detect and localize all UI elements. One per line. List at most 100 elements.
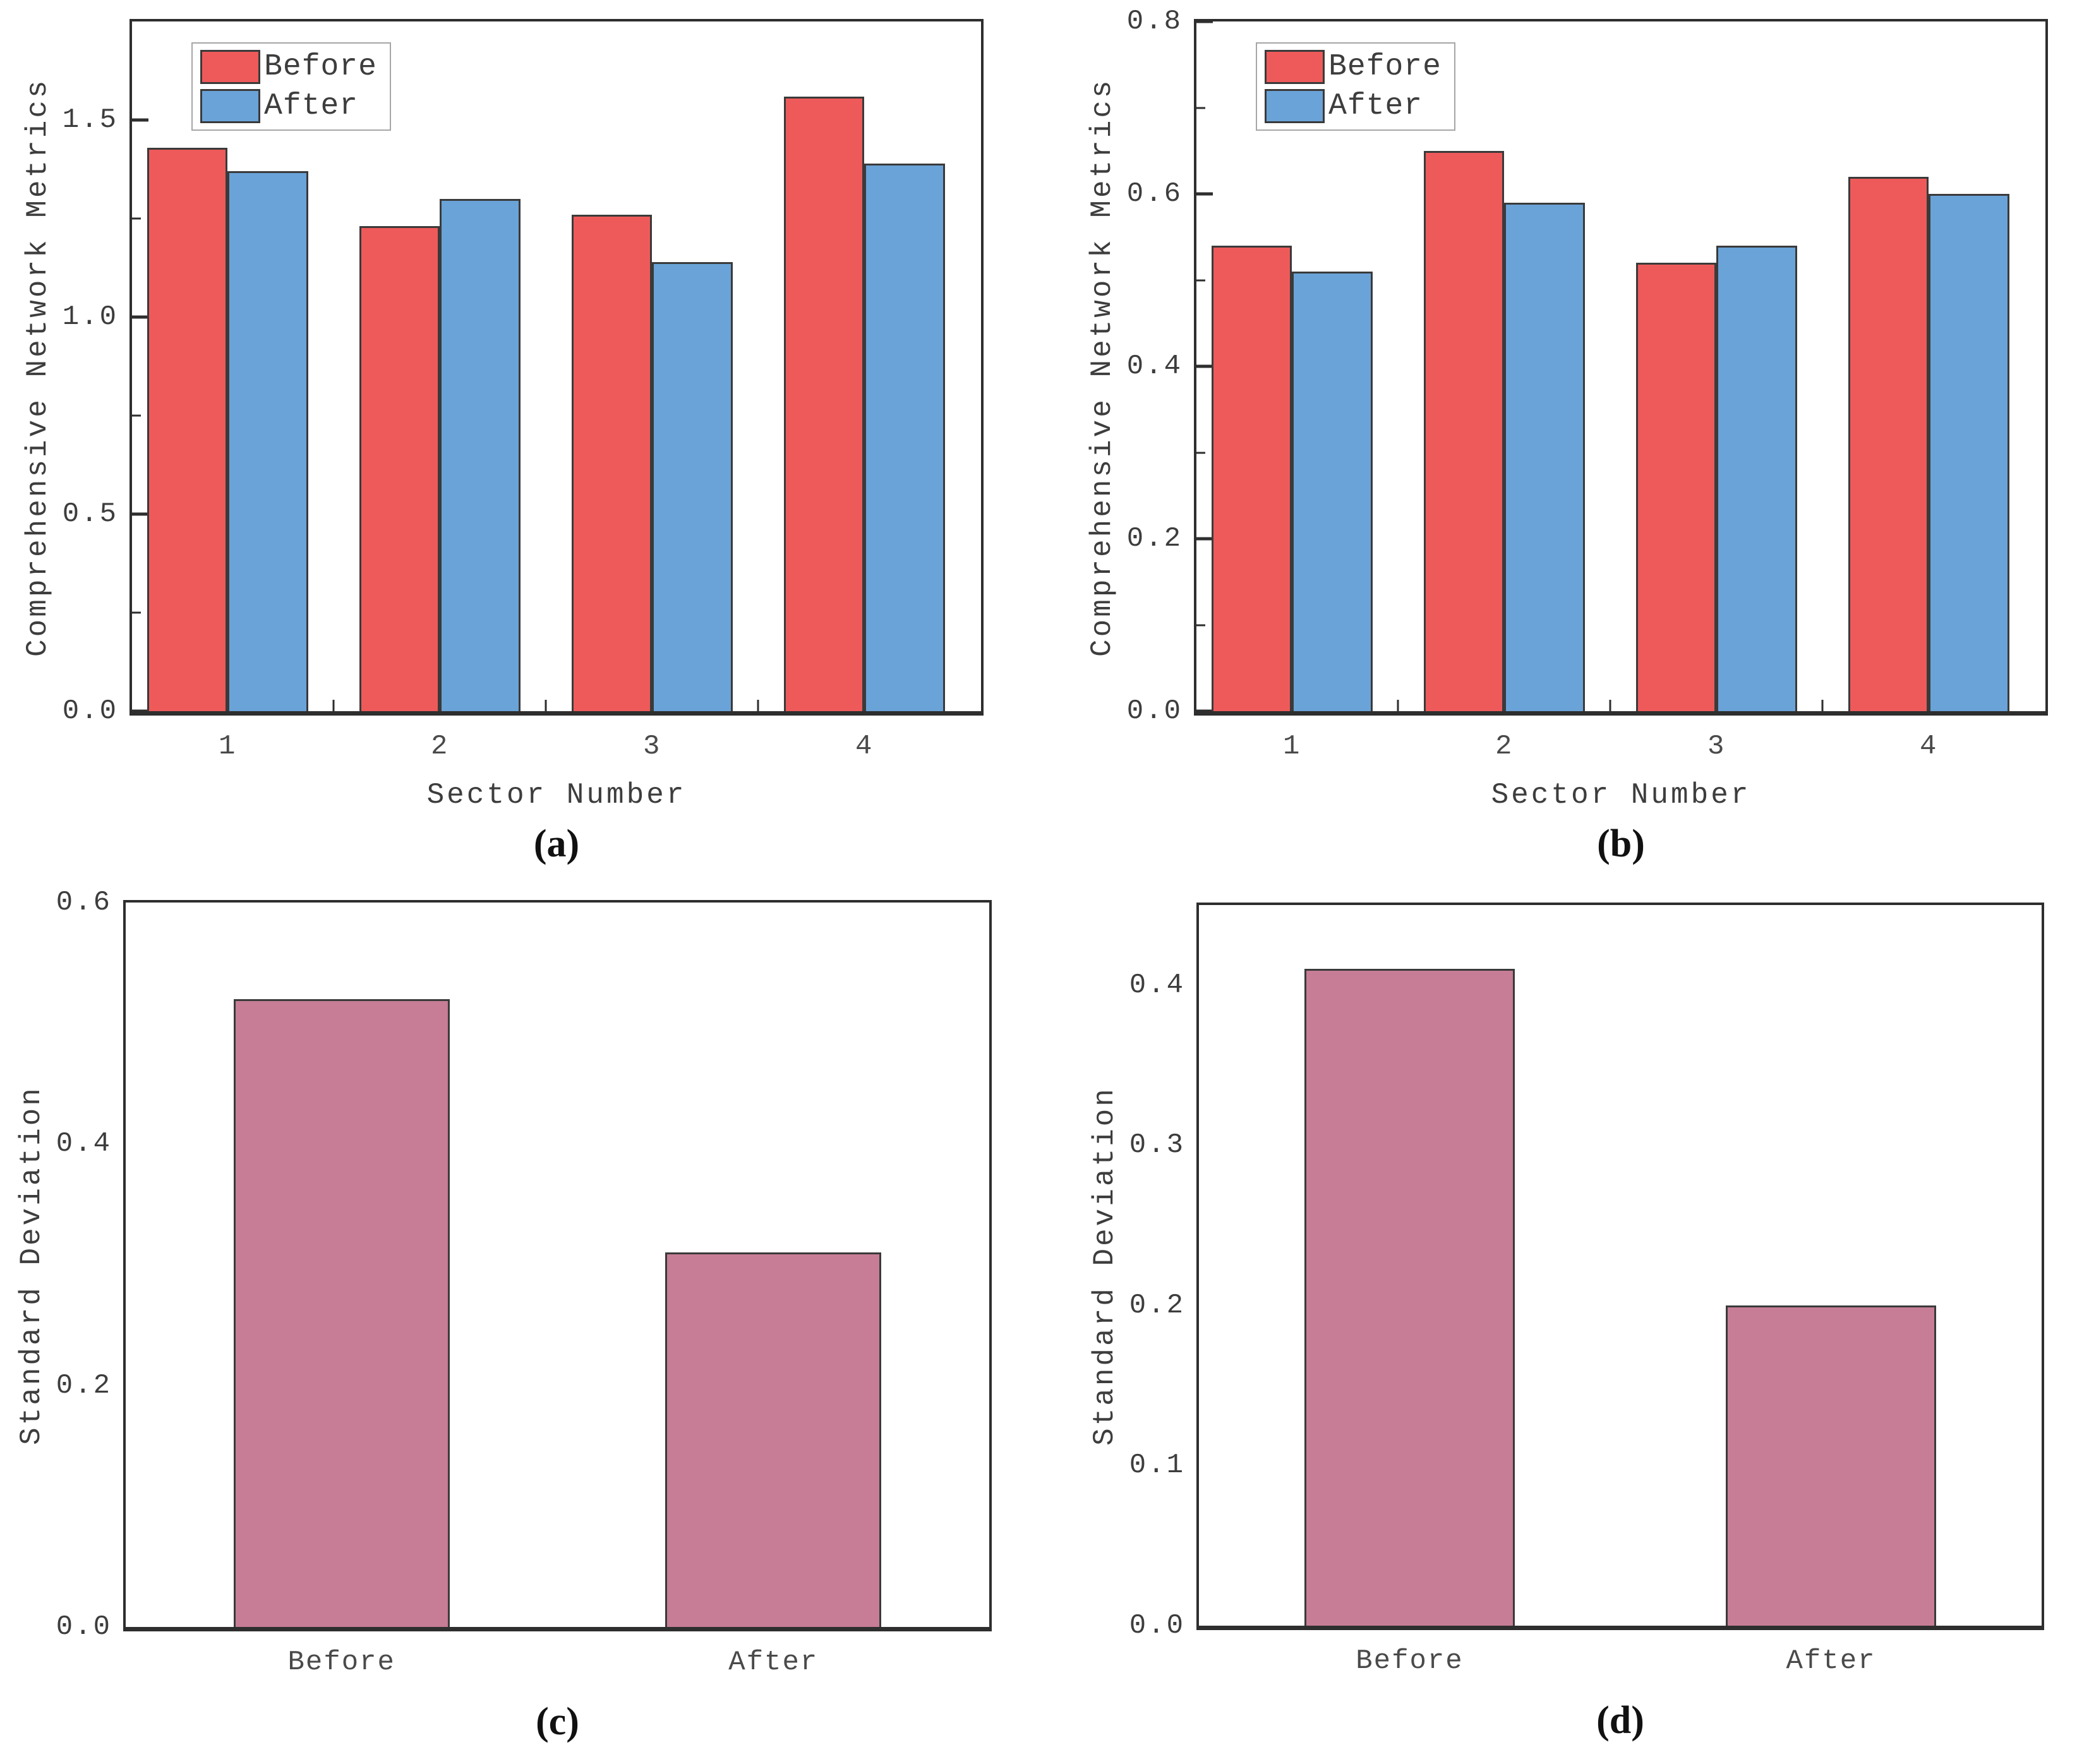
- bar-after-4: [864, 163, 945, 711]
- y-tick-label: 0.8: [1126, 6, 1183, 37]
- bar-after-3: [1716, 245, 1797, 711]
- y-tick-label: 0.4: [1126, 351, 1183, 382]
- x-category-label: 4: [855, 731, 874, 762]
- bar-before-3: [1635, 263, 1717, 711]
- y-tick-label: 1.5: [62, 104, 118, 136]
- y-tick-label: 0.4: [1129, 969, 1185, 1001]
- bar-value-after: [1725, 1305, 1937, 1626]
- x-category-label: Before: [1356, 1645, 1464, 1677]
- x-category-label: 2: [430, 731, 449, 762]
- y-tick-label: 0.1: [1129, 1449, 1185, 1482]
- y-major-tick: [1196, 20, 1213, 23]
- x-category-label: After: [728, 1647, 819, 1678]
- x-boundary-tick: [545, 700, 547, 711]
- x-category-label: 1: [1282, 731, 1301, 762]
- axes: 0.0 0.5 1.0 1.5 1 2 3 4 Before After: [63, 19, 984, 760]
- y-minor-tick: [132, 414, 141, 417]
- x-axis-label: Sector Number: [426, 779, 687, 812]
- axes: 0.0 0.2 0.4 0.6 Before After: [56, 889, 992, 1676]
- y-tick-label: 0.6: [56, 887, 112, 918]
- x-category-label: 2: [1495, 731, 1514, 762]
- x-boundary-tick: [332, 700, 335, 711]
- y-tick-label: 0.2: [1126, 523, 1183, 555]
- bar-before-4: [1848, 176, 1929, 711]
- panel-d: Standard Deviation 0.0 0.1 0.2 0.3 0.4 Before…: [1038, 882, 2077, 1764]
- legend: Before After: [191, 42, 391, 131]
- legend-swatch-before: [1265, 49, 1325, 84]
- x-category-label: Before: [287, 1647, 395, 1678]
- y-minor-tick: [1196, 624, 1205, 626]
- x-boundary-tick: [1397, 700, 1399, 711]
- legend: Before After: [1256, 42, 1455, 131]
- axes: 0.0 0.1 0.2 0.3 0.4 Before After: [1129, 903, 2044, 1675]
- bar-before-2: [359, 226, 440, 711]
- legend-row: After: [1265, 88, 1442, 123]
- y-minor-tick: [132, 217, 141, 220]
- bar-after-2: [1504, 202, 1585, 711]
- bar-before-1: [1211, 245, 1292, 711]
- legend-label: After: [1328, 88, 1423, 123]
- legend-label: Before: [264, 49, 377, 84]
- bar-before-1: [147, 147, 228, 711]
- y-tick-label: 1.0: [62, 301, 118, 333]
- x-category-label: 1: [218, 731, 237, 762]
- x-category-label: 3: [642, 731, 661, 762]
- legend-swatch-after: [200, 88, 261, 123]
- bar-after-1: [227, 171, 308, 711]
- bar-after-3: [652, 261, 733, 711]
- y-axis-label: Comprehensive Network Metrics: [1086, 78, 1119, 657]
- y-tick-label: 0.4: [56, 1128, 112, 1160]
- y-tick-label: 0.6: [1126, 178, 1183, 210]
- panel-caption: (a): [533, 822, 580, 865]
- axes: 0.0 0.2 0.4 0.6 0.8 1 2 3 4 Before After: [1127, 8, 2048, 760]
- y-axis-label: Comprehensive Network Metrics: [21, 78, 54, 657]
- panel-a: Comprehensive Network Metrics 0.0 0.5 1.0 1…: [0, 0, 1038, 882]
- y-tick-label: 0.5: [62, 498, 118, 530]
- y-tick-label: 0.2: [56, 1369, 112, 1401]
- legend-swatch-after: [1265, 88, 1325, 123]
- y-major-tick: [1196, 537, 1213, 541]
- panel-caption: (d): [1596, 1699, 1644, 1742]
- y-minor-tick: [1196, 452, 1205, 453]
- bar-before-4: [783, 96, 865, 711]
- y-tick-label: 0.2: [1129, 1289, 1185, 1321]
- y-major-tick: [132, 709, 148, 713]
- bar-before-2: [1423, 150, 1505, 711]
- legend-row: Before: [1265, 49, 1442, 84]
- panel-caption: (c): [536, 1700, 579, 1743]
- y-axis-label: Standard Deviation: [15, 1086, 48, 1446]
- y-tick-label: 0.0: [62, 695, 118, 727]
- x-category-label: After: [1786, 1645, 1876, 1677]
- bar-after-2: [440, 198, 521, 711]
- bar-after-1: [1292, 271, 1373, 711]
- bar-value-before: [233, 999, 450, 1627]
- y-tick-label: 0.3: [1129, 1129, 1185, 1161]
- y-major-tick: [132, 315, 148, 319]
- panel-b: Comprehensive Network Metrics 0.0 0.2 0.4 0…: [1038, 0, 2077, 882]
- legend-row: Before: [200, 49, 377, 84]
- bar-after-4: [1929, 194, 2009, 711]
- y-major-tick: [132, 118, 148, 122]
- bar-value-after: [665, 1252, 882, 1627]
- y-tick-label: 0.0: [1126, 695, 1183, 727]
- y-minor-tick: [1196, 107, 1205, 109]
- panel-caption: (b): [1597, 822, 1645, 865]
- legend-row: After: [200, 88, 377, 123]
- bar-value-before: [1304, 969, 1515, 1626]
- legend-label: Before: [1328, 49, 1442, 84]
- y-minor-tick: [1196, 279, 1205, 281]
- y-major-tick: [1196, 192, 1213, 196]
- x-boundary-tick: [1609, 700, 1611, 711]
- bar-before-3: [571, 214, 653, 711]
- y-major-tick: [132, 512, 148, 516]
- panel-c: Standard Deviation 0.0 0.2 0.4 0.6 Before Aft…: [0, 882, 1038, 1764]
- y-minor-tick: [132, 611, 141, 614]
- y-axis-label: Standard Deviation: [1088, 1086, 1121, 1446]
- legend-label: After: [264, 88, 359, 123]
- x-boundary-tick: [1821, 700, 1824, 711]
- x-category-label: 3: [1707, 731, 1726, 762]
- x-boundary-tick: [757, 700, 759, 711]
- x-axis-label: Sector Number: [1491, 779, 1751, 812]
- y-tick-label: 0.0: [1129, 1610, 1185, 1641]
